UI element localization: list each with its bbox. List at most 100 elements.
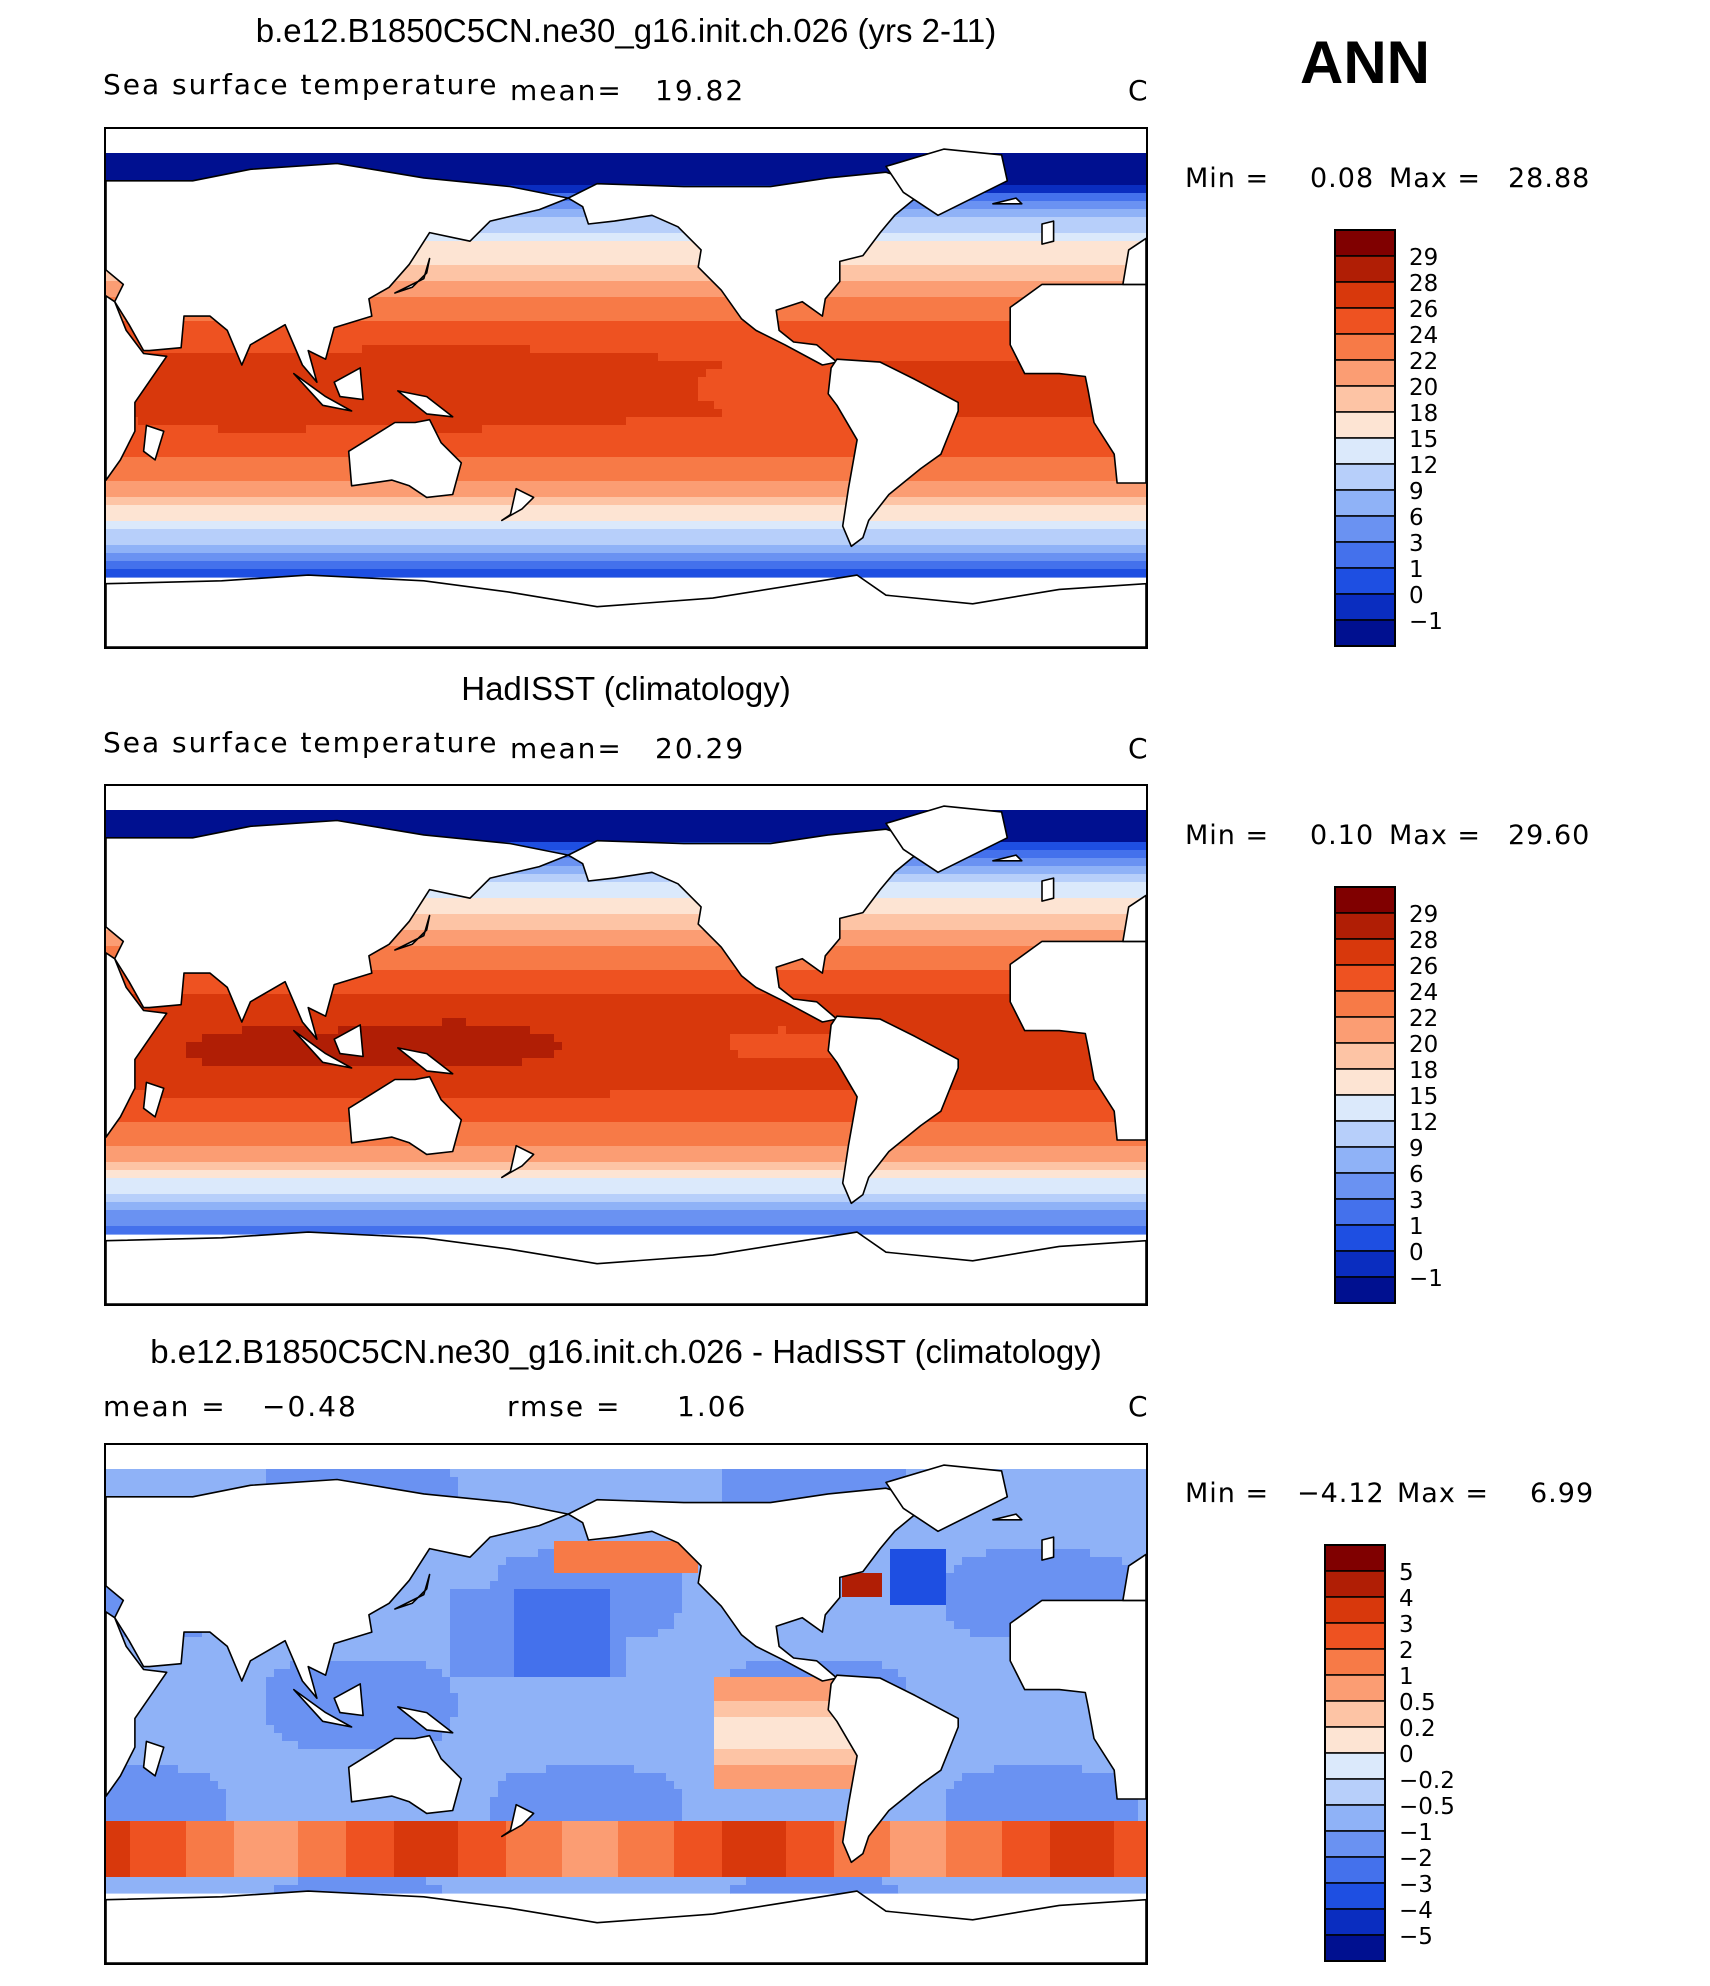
colorbar-swatch <box>1334 886 1396 914</box>
land-polygon <box>500 1144 535 1179</box>
land-polygon <box>992 197 1023 205</box>
colorbar-tick-label: 5 <box>1399 1560 1414 1586</box>
colorbar-swatch <box>1334 1094 1396 1122</box>
land-polygon <box>142 1081 165 1118</box>
colorbar-swatch <box>1324 1648 1386 1676</box>
land-polygon <box>347 418 463 499</box>
colorbar-swatch <box>1334 938 1396 966</box>
colorbar-tick-label: 0.5 <box>1399 1690 1436 1716</box>
colorbar-tick-label: 6 <box>1409 505 1424 531</box>
colorbar-swatch <box>1334 489 1396 517</box>
land-polygon <box>293 1029 353 1069</box>
colorbar-swatch <box>1334 1042 1396 1070</box>
colorbar-swatch <box>1334 1172 1396 1200</box>
colorbar-tick-label: 24 <box>1409 323 1438 349</box>
colorbar-swatch <box>1334 964 1396 992</box>
land-polygon <box>1122 1553 1146 1602</box>
colorbar-swatch <box>1334 541 1396 569</box>
panel-1-mean-label: mean= <box>510 74 623 107</box>
land-polygon <box>885 1464 1009 1533</box>
colorbar-swatch <box>1334 281 1396 309</box>
panel-1-colorbar: 29 28 26 24 22 20 18 15 12 9 6 3 1 0 −1 <box>1333 228 1493 647</box>
panel-1-max-value: 28.88 <box>1508 163 1591 194</box>
panel-3-mean-value: −0.48 <box>262 1390 358 1423</box>
colorbar-tick-label: −2 <box>1399 1846 1433 1872</box>
colorbar-tick-label: 6 <box>1409 1162 1424 1188</box>
coastlines <box>106 805 1146 1304</box>
colorbar-swatch <box>1324 1544 1386 1572</box>
land-polygon <box>827 358 960 548</box>
land-polygon <box>885 805 1009 874</box>
colorbar-frame <box>1334 886 1396 1304</box>
land-polygon <box>396 390 454 418</box>
land-polygon <box>142 424 165 461</box>
panel-3-mean-label: mean = <box>103 1390 227 1423</box>
land-polygon <box>992 854 1023 862</box>
panel-2-units: C <box>1128 732 1150 765</box>
land-polygon <box>333 367 364 401</box>
panel-3-map-svg <box>106 1464 1146 1963</box>
colorbar-swatch <box>1334 567 1396 595</box>
colorbar-frame <box>1324 1544 1386 1962</box>
land-polygon <box>1041 220 1055 245</box>
panel-1-variable: Sea surface temperature <box>103 68 499 101</box>
colorbar-tick-label: 26 <box>1409 297 1438 323</box>
panel-2-max-value: 29.60 <box>1508 820 1591 851</box>
panel-3-rmse-value: 1.06 <box>677 1390 748 1423</box>
colorbar-tick-label: −4 <box>1399 1898 1433 1924</box>
land-polygon <box>293 372 353 412</box>
colorbar-tick-label: −0.5 <box>1399 1794 1455 1820</box>
colorbar-swatch <box>1324 1726 1386 1754</box>
colorbar-swatch <box>1324 1830 1386 1858</box>
land-polygon <box>992 1513 1023 1521</box>
colorbar-swatch <box>1324 1752 1386 1780</box>
colorbar-tick-label: 29 <box>1409 245 1438 271</box>
colorbar-tick-label: 15 <box>1409 427 1438 453</box>
panel-1-max-label: Max = <box>1389 163 1482 194</box>
land-polygon <box>394 914 431 951</box>
panel-2-map-svg <box>106 805 1146 1304</box>
land-polygon <box>106 819 570 1040</box>
colorbar-swatch <box>1334 593 1396 621</box>
colorbar-tick-label: 1 <box>1409 557 1424 583</box>
panel-1-min-value: 0.08 <box>1310 163 1375 194</box>
colorbar-tick-label: −1 <box>1409 1266 1443 1292</box>
colorbar-tick-label: 29 <box>1409 902 1438 928</box>
colorbar-swatch <box>1334 411 1396 439</box>
colorbar-tick-label: 1 <box>1409 1214 1424 1240</box>
colorbar-swatch <box>1324 1856 1386 1884</box>
panel-3-rmse-label: rmse = <box>507 1390 622 1423</box>
colorbar-swatch <box>1324 1882 1386 1910</box>
colorbar-swatch <box>1334 385 1396 413</box>
land-polygon <box>347 1075 463 1156</box>
colorbar-swatch <box>1334 912 1396 940</box>
land-polygon <box>396 1706 454 1734</box>
colorbar-swatch <box>1324 1908 1386 1936</box>
colorbar-tick-label: −1 <box>1409 609 1443 635</box>
panel-1-mean-value: 19.82 <box>655 74 746 107</box>
land-polygon <box>106 295 168 481</box>
land-polygon <box>396 1047 454 1075</box>
colorbar-swatch <box>1324 1674 1386 1702</box>
colorbar-swatch <box>1334 307 1396 335</box>
colorbar-swatch <box>1334 1068 1396 1096</box>
colorbar-tick-label: 20 <box>1409 1032 1438 1058</box>
panel-3-units: C <box>1128 1390 1150 1423</box>
colorbar-tick-label: 26 <box>1409 954 1438 980</box>
colorbar-tick-label: 1 <box>1399 1664 1414 1690</box>
colorbar-tick-label: 28 <box>1409 928 1438 954</box>
colorbar-tick-label: 0 <box>1409 1240 1424 1266</box>
panel-2-colorbar: 29 28 26 24 22 20 18 15 12 9 6 3 1 0 −1 <box>1333 885 1493 1304</box>
panel-3-map <box>104 1443 1148 1965</box>
colorbar-tick-label: 18 <box>1409 1058 1438 1084</box>
panel-2-max-label: Max = <box>1389 820 1482 851</box>
colorbar-swatch <box>1324 1778 1386 1806</box>
panel-1-map <box>104 127 1148 649</box>
colorbar-tick-label: 3 <box>1399 1612 1414 1638</box>
colorbar-swatch <box>1334 359 1396 387</box>
season-label: ANN <box>1300 29 1430 96</box>
colorbar-swatch <box>1334 333 1396 361</box>
